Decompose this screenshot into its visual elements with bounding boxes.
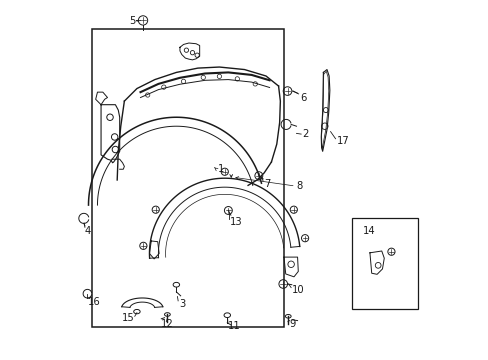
Text: 15: 15	[122, 313, 134, 323]
Text: 10: 10	[292, 285, 304, 295]
Text: 6: 6	[300, 93, 306, 103]
Text: 8: 8	[296, 181, 302, 191]
Text: 17: 17	[336, 136, 349, 146]
Text: 3: 3	[179, 299, 185, 309]
Bar	[351, 218, 418, 309]
Text: 12: 12	[161, 319, 174, 329]
Text: 14: 14	[362, 226, 375, 236]
Text: 9: 9	[289, 319, 295, 329]
Bar	[92, 30, 284, 327]
Text: 4: 4	[85, 226, 91, 236]
Text: 2: 2	[301, 129, 307, 139]
Text: 7: 7	[264, 179, 270, 189]
Text: 13: 13	[229, 217, 242, 227]
Text: 11: 11	[227, 321, 240, 331]
Text: 1: 1	[217, 164, 224, 174]
Text: 16: 16	[87, 297, 100, 307]
Text: 5: 5	[129, 16, 135, 26]
